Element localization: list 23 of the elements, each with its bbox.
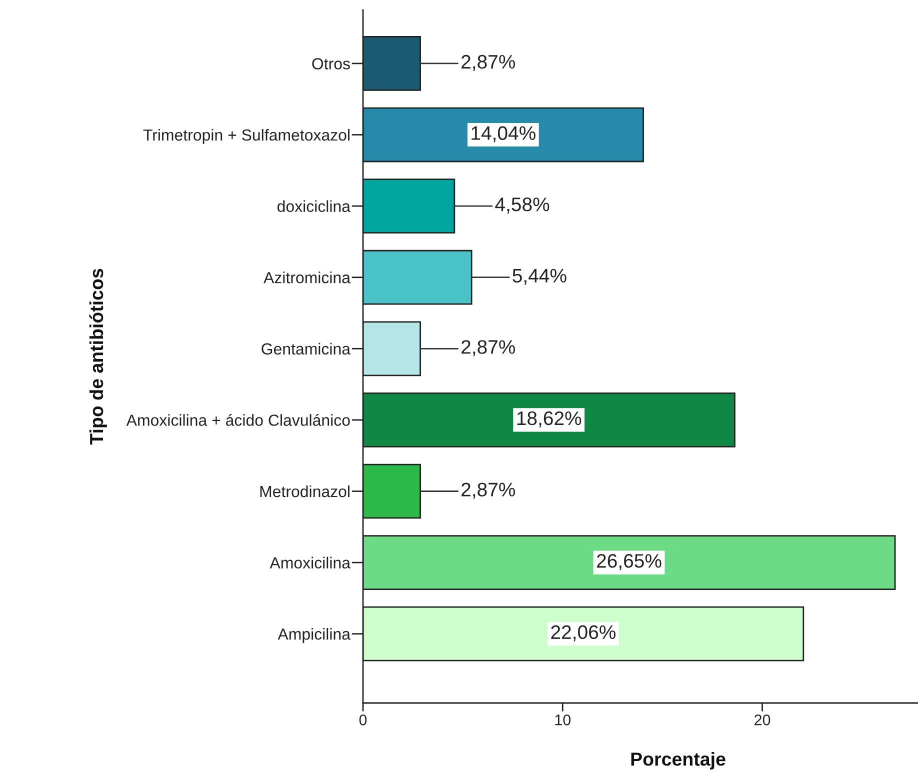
y-tick-label: Otros — [312, 58, 350, 70]
data-label: 4,58% — [495, 198, 550, 214]
y-tick-label: Ampicilina — [278, 628, 350, 643]
y-tick-label: Amoxicilina — [270, 556, 350, 568]
data-label: 2,87% — [462, 482, 516, 499]
y-tick-label: Gentamicina — [262, 342, 351, 355]
x-axis-title: Porcentaje — [631, 752, 726, 770]
y-tick-label: Metrodinazol — [260, 485, 350, 498]
data-label: 18,62% — [517, 411, 582, 428]
y-tick-label: doxiciclina — [277, 200, 350, 212]
x-tick-label: 0 — [359, 714, 367, 726]
y-tick-label: Trimetropin + Sulfametoxazol — [143, 128, 350, 144]
y-tick-label: Azitromicina — [264, 272, 350, 284]
y-axis-title: Tipo de antibióticos — [89, 268, 107, 445]
y-tick-label: Amoxicilina + ácido Clavulánico — [126, 414, 350, 426]
data-label: 2,87% — [462, 54, 516, 71]
data-label: 2,87% — [462, 340, 516, 356]
x-tick-label: 20 — [754, 714, 770, 726]
data-label: 22,06% — [551, 625, 616, 642]
data-label: 5,44% — [512, 268, 566, 285]
x-tick-label: 10 — [555, 714, 571, 726]
data-label: 26,65% — [597, 554, 662, 570]
data-label: 14,04% — [472, 126, 536, 142]
